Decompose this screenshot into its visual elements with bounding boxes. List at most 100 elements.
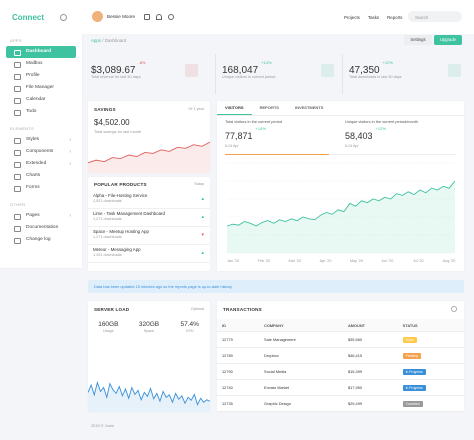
status-badge: Pending bbox=[402, 353, 421, 359]
menu-label: Mailbox bbox=[26, 61, 43, 66]
product-downloads: 1,271 downloads bbox=[93, 235, 122, 239]
breadcrumb: Apps / Dashboard bbox=[91, 38, 126, 43]
menu-item[interactable]: Components › bbox=[6, 146, 76, 158]
server-stat-label: Usage bbox=[103, 329, 114, 333]
menu-icon bbox=[14, 138, 21, 144]
menu-label: Todo bbox=[26, 109, 37, 114]
nav-link[interactable]: Projects bbox=[344, 15, 360, 20]
server-stat: 320GB Space bbox=[129, 321, 170, 341]
menu-icon bbox=[14, 162, 21, 168]
product[interactable]: Space - Meetup Hosting App 1,271 download… bbox=[88, 227, 210, 245]
menu-item[interactable]: Dashboard bbox=[6, 46, 76, 58]
cell-amount: $17,950 bbox=[342, 379, 398, 396]
menu-icon bbox=[14, 226, 21, 232]
card-period: Today bbox=[193, 182, 204, 186]
menu-label: Extended bbox=[26, 161, 47, 166]
menu-item[interactable]: Profile bbox=[6, 70, 76, 82]
menu-label: Dashboard bbox=[26, 49, 52, 54]
cell-id: 12735 bbox=[217, 395, 260, 412]
visitor-range: 6-24 Apr bbox=[225, 144, 239, 148]
card-title: SERVER LOAD bbox=[94, 307, 130, 312]
x-tick-label: Jun '20 bbox=[381, 259, 393, 263]
products-card: POPULAR PRODUCTS Today Alpha - File-Host… bbox=[88, 177, 210, 271]
nav-link[interactable]: Reports bbox=[387, 15, 403, 20]
product-downloads: 1,271 downloads bbox=[93, 217, 122, 221]
product[interactable]: Alpha - File-Hosting Service 2,521 downlo… bbox=[88, 191, 210, 209]
menu-label: Styles bbox=[26, 137, 40, 142]
icon[interactable] bbox=[168, 14, 174, 20]
tab[interactable]: REPORTS bbox=[259, 105, 279, 110]
transactions-table: ID COMPANY AMOUNT STATUS 12779 Sale Managemen… bbox=[217, 319, 464, 412]
x-tick-label: Jan '20 bbox=[227, 259, 239, 263]
x-tick-label: May '20 bbox=[350, 259, 363, 263]
menu-item[interactable]: Calendar bbox=[6, 94, 76, 106]
stat-value: 168,047 bbox=[222, 65, 259, 76]
card-title: TRANSACTIONS bbox=[223, 307, 262, 312]
menu-item[interactable]: Mailbox bbox=[6, 58, 76, 70]
cell-amount: $15,399 bbox=[342, 363, 398, 380]
avatar[interactable] bbox=[92, 11, 103, 22]
cell-status: In Progress bbox=[397, 379, 464, 396]
product[interactable]: Lime - Task Management Dashboard 1,271 do… bbox=[88, 209, 210, 227]
menu-item[interactable]: Charts bbox=[6, 170, 76, 182]
icon[interactable] bbox=[156, 14, 162, 20]
product-downloads: 1,251 downloads bbox=[93, 253, 122, 257]
visitor-stat-label: Total visitors in the current period bbox=[225, 119, 283, 124]
search-box[interactable]: Search bbox=[408, 11, 462, 22]
icon[interactable] bbox=[144, 14, 150, 20]
logo[interactable]: Connect bbox=[12, 13, 44, 22]
table-row[interactable]: 12735 Graphic Design $29,499 Canceled bbox=[217, 395, 464, 412]
menu-item[interactable]: Styles › bbox=[6, 134, 76, 146]
table-row[interactable]: 12779 Sale Management $35,560 Done bbox=[217, 331, 464, 348]
breadcrumb-item[interactable]: Apps bbox=[91, 38, 102, 43]
upgrade-button[interactable]: Upgrade bbox=[434, 35, 462, 45]
column-header: STATUS bbox=[397, 319, 464, 332]
chevron: › bbox=[69, 137, 71, 143]
table-row[interactable]: 12790 Social Media $15,399 In Progress bbox=[217, 363, 464, 380]
progress-bar bbox=[225, 154, 329, 155]
menu-icon bbox=[14, 86, 21, 92]
menu-item[interactable]: File Manager bbox=[6, 82, 76, 94]
visitor-stats: Total visitors in the current period 77,8… bbox=[217, 119, 464, 159]
product-name: Alpha - File-Hosting Service bbox=[93, 193, 148, 198]
section-title: ELEMENTS bbox=[10, 126, 34, 131]
section-title: APPS bbox=[10, 38, 22, 43]
menu-item[interactable]: Extended › bbox=[6, 158, 76, 170]
tab[interactable]: VISITORS bbox=[217, 101, 252, 115]
table-row[interactable]: 12789 Dropbox $46,415 Pending bbox=[217, 347, 464, 364]
savings-card: SAVINGS Of 1 year $4,502.00 Total saving… bbox=[88, 101, 210, 173]
alert: Data has been updated 15 minutes ago so … bbox=[88, 280, 464, 293]
stat-icon bbox=[448, 64, 461, 77]
menu-icon bbox=[14, 98, 21, 104]
menu-icon bbox=[14, 62, 21, 68]
cell-company: Envato Market bbox=[259, 379, 343, 396]
product[interactable]: Meteor - Messaging App 1,251 downloads ▴ bbox=[88, 245, 210, 263]
table-row[interactable]: 12740 Envato Market $17,950 In Progress bbox=[217, 379, 464, 396]
stat-label: Total downloads in last 30 days bbox=[349, 75, 402, 79]
menu-item[interactable]: Todo bbox=[6, 106, 76, 118]
visitor-value-row: 77,871+14% bbox=[225, 126, 282, 144]
cell-status: Pending bbox=[397, 347, 464, 364]
user-name[interactable]: Bessie Moore bbox=[107, 14, 136, 19]
visitor-stat-label: Unique visitors in the current period/mo… bbox=[345, 119, 419, 124]
menu-item[interactable]: Forms bbox=[6, 182, 76, 194]
x-tick-label: Mar '20 bbox=[288, 259, 301, 263]
visitor-stat: Unique visitors in the current period/mo… bbox=[345, 119, 418, 148]
menu-icon bbox=[14, 186, 21, 192]
cell-amount: $29,499 bbox=[342, 395, 398, 412]
menu-item[interactable]: Change log bbox=[6, 234, 76, 246]
chevron: › bbox=[69, 213, 71, 219]
menu-item[interactable]: Pages › bbox=[6, 210, 76, 222]
stat-value-row: $3,089.67-8% bbox=[91, 60, 146, 78]
settings-icon[interactable] bbox=[60, 14, 67, 21]
refresh-icon[interactable] bbox=[451, 306, 457, 312]
menu-item[interactable]: Documentation bbox=[6, 222, 76, 234]
tab[interactable]: INVESTMENTS bbox=[294, 105, 324, 110]
cell-id: 12790 bbox=[217, 363, 260, 380]
nav-link[interactable]: Tasks bbox=[367, 15, 380, 20]
status-badge: In Progress bbox=[402, 369, 426, 375]
column-header: AMOUNT bbox=[342, 319, 398, 332]
trend-icon: ▾ bbox=[201, 232, 204, 238]
menu-icon bbox=[14, 150, 21, 156]
settings-button[interactable]: Settings bbox=[404, 35, 432, 45]
